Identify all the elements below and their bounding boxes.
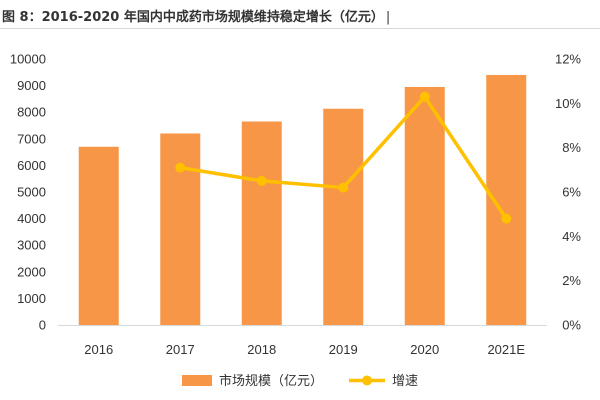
right-tick-label: 6% — [562, 185, 581, 200]
growth-point-2018 — [256, 175, 267, 186]
right-axis-ticks: 0% 2% 4% 6% 8% 10% 12% — [555, 52, 581, 333]
growth-point-2021E — [501, 213, 512, 224]
left-tick-label: 7000 — [17, 131, 46, 146]
right-tick-label: 4% — [562, 229, 581, 244]
growth-point-2019 — [338, 182, 349, 193]
legend-bar-swatch — [182, 375, 212, 386]
legend-line-marker — [362, 375, 372, 386]
x-tick-label: 2020 — [410, 342, 439, 357]
bar-2019 — [323, 108, 364, 325]
bar-2018 — [241, 121, 282, 325]
left-axis-ticks: 0 1000 2000 3000 4000 5000 6000 7000 8000 9000 100… — [10, 52, 46, 333]
growth-point-2020 — [419, 91, 430, 102]
bar-2017 — [160, 133, 201, 325]
left-tick-label: 4000 — [17, 211, 46, 226]
x-tick-label: 2018 — [247, 342, 276, 357]
x-tick-label: 2021E — [487, 342, 525, 357]
left-tick-label: 1000 — [17, 291, 46, 306]
bar-2016 — [78, 146, 119, 325]
growth-line-group — [175, 91, 512, 224]
left-tick-label: 3000 — [17, 238, 46, 253]
bar-2020 — [404, 86, 445, 326]
left-tick-label: 10000 — [10, 52, 46, 67]
bars-group — [78, 74, 527, 326]
caption-cursor: | — [385, 10, 391, 25]
x-axis-ticks: 2016 2017 2018 2019 2020 2021E — [84, 342, 525, 357]
growth-point-2017 — [175, 162, 186, 173]
caption-text: 图 8：2016-2020 年国内中成药市场规模维持稳定增长（亿元） — [2, 10, 384, 25]
x-tick-label: 2017 — [166, 342, 195, 357]
right-tick-label: 10% — [555, 96, 581, 111]
legend-bar-label: 市场规模（亿元） — [219, 373, 323, 389]
left-tick-label: 2000 — [17, 264, 46, 279]
right-tick-label: 8% — [562, 140, 581, 155]
legend-line-label: 增速 — [392, 374, 418, 389]
left-tick-label: 5000 — [17, 185, 46, 200]
left-tick-label: 0 — [39, 318, 46, 333]
right-tick-label: 12% — [555, 52, 581, 67]
left-tick-label: 6000 — [17, 158, 46, 173]
caption-divider — [0, 28, 600, 29]
legend: 市场规模（亿元） 增速 — [182, 373, 418, 389]
plot-area — [58, 74, 547, 326]
right-tick-label: 2% — [562, 273, 581, 288]
left-tick-label: 8000 — [17, 105, 46, 120]
x-tick-label: 2019 — [329, 342, 358, 357]
left-tick-label: 9000 — [17, 78, 46, 93]
x-tick-label: 2016 — [84, 342, 113, 357]
right-tick-label: 0% — [562, 318, 581, 333]
figure-caption: 图 8：2016-2020 年国内中成药市场规模维持稳定增长（亿元） | — [2, 6, 390, 25]
